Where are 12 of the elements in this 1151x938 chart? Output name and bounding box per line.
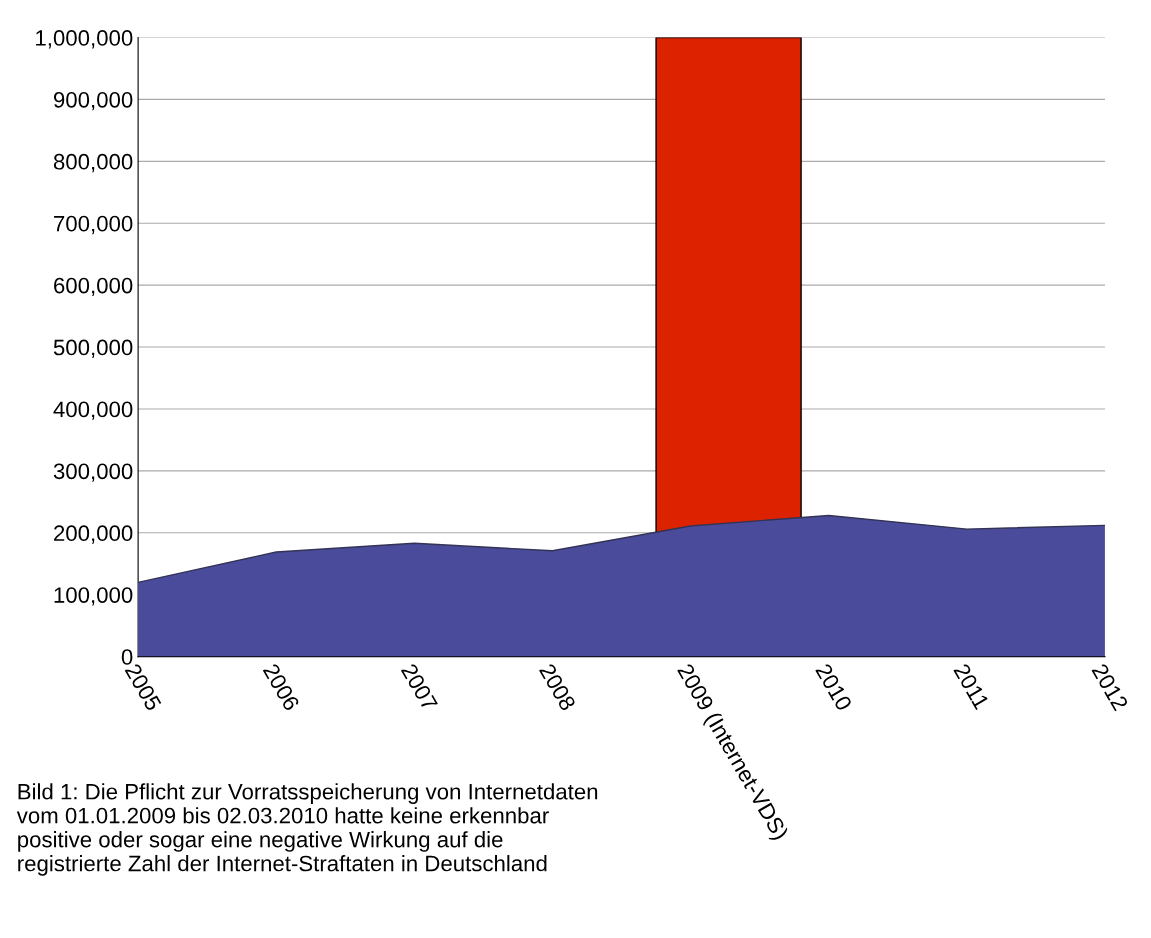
y-tick-label: 300,000 (53, 463, 133, 482)
y-tick-label: 800,000 (53, 153, 133, 173)
y-tick-label: 500,000 (53, 339, 133, 358)
y-tick-label: 600,000 (54, 277, 133, 297)
y-tick-label: 900,000 (53, 91, 133, 111)
y-tick-label: 200,000 (54, 525, 133, 544)
y-tick-label: 1,000,000 (36, 30, 133, 49)
y-tick-label: 0 (121, 649, 133, 665)
y-tick-label: 700,000 (54, 215, 133, 235)
y-tick-label: 400,000 (53, 401, 133, 420)
text: Bild 1: Die Pflicht zur Vorratsspeicherung von Internetdaten vom 01.01.2009 bis 02.03.2010 hatte keine erkennbar positive oder sogar eine negative Wirkung auf die registrierte Zahl der Internet-Straftaten in Deutschland (16, 783, 598, 876)
y-tick-label: 100,000 (54, 587, 133, 606)
